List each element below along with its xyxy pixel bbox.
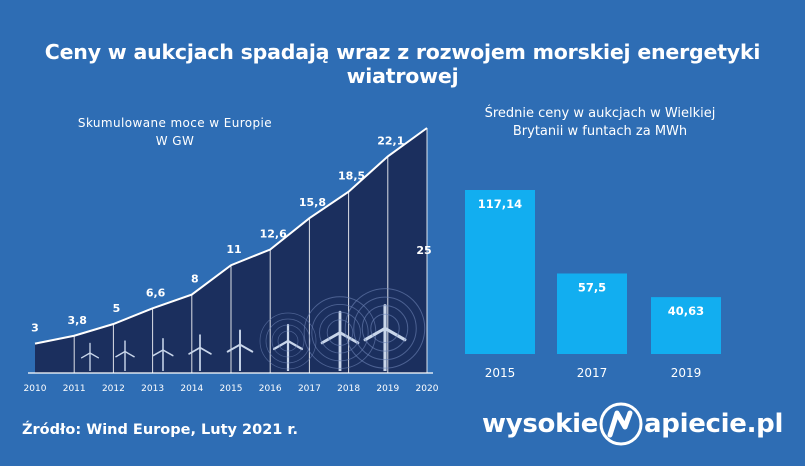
wind-ring <box>277 330 299 352</box>
wind-ring <box>259 312 317 370</box>
area-chart-title-line: Skumulowane moce w Europie <box>77 116 273 130</box>
logo-text-left: wysokie <box>482 409 599 439</box>
area-value-label: 12,6 <box>260 228 287 241</box>
area-value-label: 25 <box>416 244 431 257</box>
price-bar-value-label: 57,5 <box>578 280 606 294</box>
wind-ring <box>311 303 369 362</box>
area-value-label: 5 <box>113 302 121 315</box>
area-value-label: 3,8 <box>67 314 87 327</box>
price-bar-category-label: 2019 <box>671 366 702 380</box>
area-chart-title: Skumulowane moce w Europie W GW <box>55 114 295 150</box>
logo-text-right: apiecie.pl <box>644 409 784 439</box>
wind-ring <box>265 318 311 364</box>
area-value-label: 8 <box>191 273 199 286</box>
area-value-label: 22,1 <box>377 134 404 147</box>
area-chart-cumulative-capacity: 3 3,8 5 6,6 8 11 12,6 15,8 18,5 22,1 25 2010 2011 201… <box>24 127 439 394</box>
area-x-tick-label: 2013 <box>141 384 164 394</box>
area-x-tick-label: 2012 <box>102 384 125 394</box>
area-value-label: 3 <box>31 322 39 335</box>
price-bar <box>557 273 627 354</box>
wind-ring <box>370 313 400 344</box>
area-value-label: 11 <box>226 243 241 256</box>
price-bar-category-label: 2017 <box>577 366 608 380</box>
price-bar-value-label: 117,14 <box>478 197 522 211</box>
logo-badge-icon <box>599 402 643 446</box>
wind-ring <box>319 311 361 354</box>
area-x-tick-label: 2019 <box>376 384 399 394</box>
wind-turbine-icon <box>259 312 317 373</box>
area-x-tick-label: 2015 <box>220 384 243 394</box>
wind-turbine-icon <box>303 296 377 373</box>
wind-ring <box>353 296 417 361</box>
wind-ring <box>271 324 305 358</box>
area-x-tick-label: 2020 <box>416 384 439 394</box>
area-value-label: 18,5 <box>338 170 365 183</box>
bar-chart-uk-auction-prices: 117,14 2015 57,5 2017 40,63 2019 <box>465 190 721 380</box>
area-fill <box>35 128 427 373</box>
wind-ring <box>326 319 354 346</box>
area-x-tick-label: 2011 <box>63 384 86 394</box>
area-x-tick-label: 2014 <box>180 384 203 394</box>
price-bar-category-label: 2015 <box>485 366 516 380</box>
area-x-tick-label: 2016 <box>259 384 282 394</box>
logo: wysokie apiecie.pl <box>482 400 783 448</box>
source-note: Źródło: Wind Europe, Luty 2021 r. <box>22 422 299 438</box>
page-title: Ceny w aukcjach spadają wraz z rozwojem … <box>44 40 761 88</box>
wind-ring <box>344 288 426 369</box>
area-x-tick-label: 2017 <box>298 384 321 394</box>
area-x-tick-label: 2010 <box>24 384 47 394</box>
wind-ring <box>361 305 409 352</box>
wind-turbine-icon <box>344 288 426 373</box>
bar-chart-title: Średnie ceny w aukcjach w Wielkiej Bryta… <box>484 106 716 139</box>
price-bar <box>651 297 721 354</box>
area-value-label: 6,6 <box>146 286 166 299</box>
area-value-label: 15,8 <box>299 196 326 209</box>
price-bar <box>465 190 535 354</box>
price-bar-value-label: 40,63 <box>668 304 704 318</box>
area-x-tick-label: 2018 <box>337 384 360 394</box>
area-chart-subtitle: W GW <box>155 134 195 148</box>
